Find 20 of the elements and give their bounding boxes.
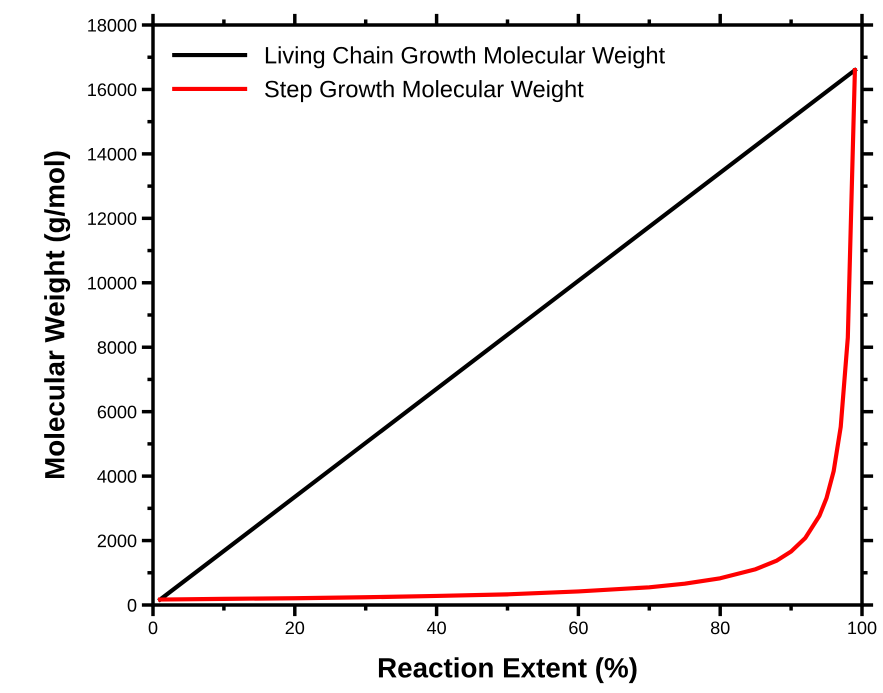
x-axis-title: Reaction Extent (%) bbox=[378, 657, 637, 684]
x-tick-label: 80 bbox=[710, 621, 730, 634]
y-tick-label: 0 bbox=[128, 598, 136, 612]
x-tick-label: 40 bbox=[426, 621, 446, 634]
legend-label: Step Growth Molecular Weight bbox=[265, 80, 584, 102]
y-axis-title: Molecular Weight (g/mol) bbox=[44, 151, 70, 478]
x-tick-label: 100 bbox=[848, 621, 876, 634]
y-tick-label: 14000 bbox=[88, 148, 136, 161]
y-tick-label: 12000 bbox=[88, 212, 136, 226]
x-tick-label: 20 bbox=[286, 621, 304, 634]
y-tick-label: 4000 bbox=[97, 470, 136, 483]
x-tick-label: 60 bbox=[569, 621, 588, 634]
y-tick-label: 8000 bbox=[98, 341, 136, 354]
y-tick-label: 10000 bbox=[88, 276, 136, 290]
y-tick-label: 18000 bbox=[88, 18, 136, 32]
legend-label: Living Chain Growth Molecular Weight bbox=[266, 46, 665, 68]
y-tick-label: 6000 bbox=[98, 406, 136, 418]
x-tick-label: 0 bbox=[148, 621, 158, 634]
y-tick-label: 16000 bbox=[88, 83, 136, 96]
y-tick-label: 2000 bbox=[98, 534, 136, 548]
